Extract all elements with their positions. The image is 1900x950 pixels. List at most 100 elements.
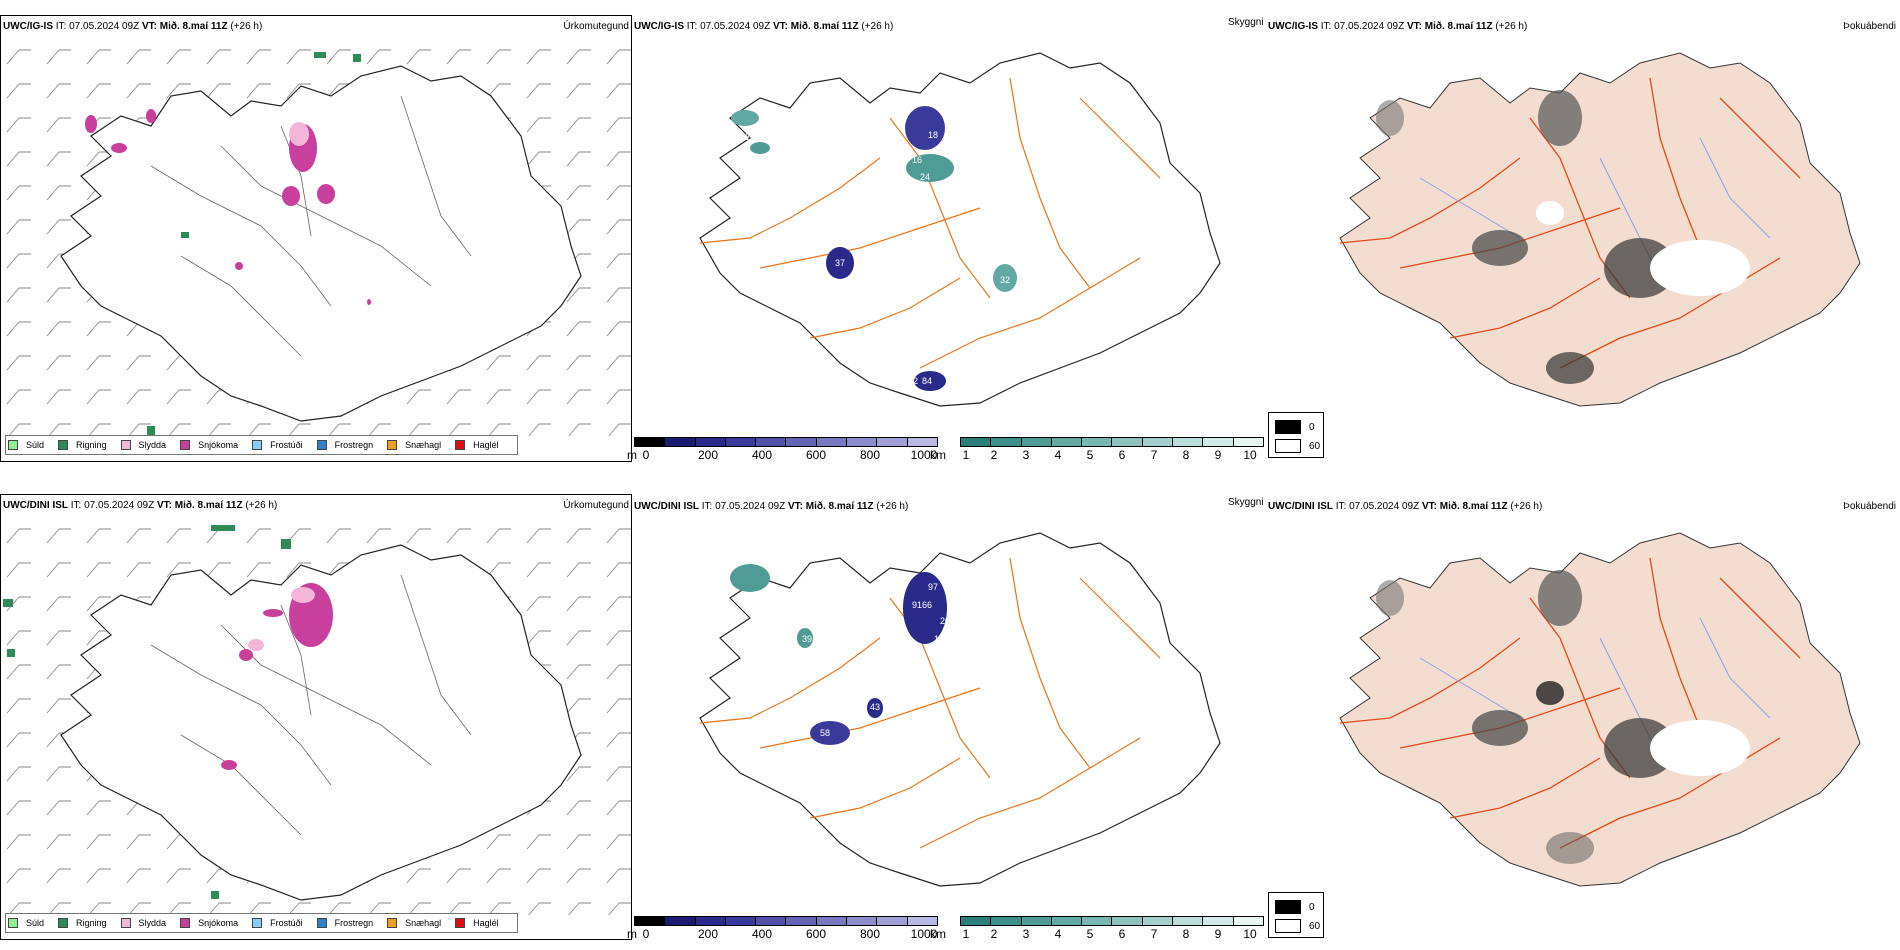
tick: 4: [1054, 927, 1062, 941]
legend-item: Súld: [8, 440, 44, 450]
panel-title: Úrkomutegund: [563, 21, 629, 32]
legend-label: Súld: [26, 440, 45, 450]
vis-value: 32: [1000, 275, 1010, 285]
legend-item: Slydda: [120, 918, 166, 928]
legend-label: Snjókoma: [198, 440, 239, 450]
tick: 600: [805, 448, 827, 462]
swatch: [455, 918, 466, 928]
swatch: [316, 440, 327, 450]
fog-panel-title: Þokuábendi: [1843, 501, 1896, 512]
legend-item: Slydda: [120, 440, 166, 450]
swatch: [58, 440, 69, 450]
model-name: UWC/IG-IS: [1268, 21, 1318, 32]
swatch: [316, 918, 327, 928]
vis-km-colorbar: km 1 2 3 4 5 6 7 8 9 10: [930, 916, 1264, 942]
tick: 8: [1182, 927, 1190, 941]
unit-label: m: [627, 448, 637, 462]
legend-item: Súld: [8, 918, 44, 928]
model-name: UWC/DINI ISL: [3, 500, 68, 511]
tick: 7: [1150, 448, 1158, 462]
swatch: [120, 918, 131, 928]
vis-value: 24: [920, 172, 930, 182]
vis-values: 97 9166 203 169 39 58 43 90: [802, 582, 955, 872]
tick: 3: [1022, 448, 1030, 462]
sleet-areas: [248, 587, 315, 651]
legend-label: Haglél: [473, 918, 499, 928]
vis-value: 58: [820, 728, 830, 738]
legend-label: Rigning: [76, 440, 107, 450]
vis-value: 43: [870, 702, 880, 712]
fog-shading: [1376, 570, 1750, 864]
legend-label: 0: [1309, 901, 1315, 913]
it-value: 07.05.2024 09Z: [1334, 21, 1405, 32]
vt-value: Mið. 8.maí 11Z: [174, 500, 243, 511]
unit-label: km: [930, 448, 946, 462]
swatch: [180, 440, 191, 450]
model-name: UWC/IG-IS: [3, 21, 53, 32]
fog-legend-item: 60: [1275, 919, 1320, 933]
swatch: [252, 440, 263, 450]
it-value: 07.05.2024 09Z: [715, 501, 786, 512]
colorbar-ticks: m 0 200 400 600 800 1000: [627, 447, 938, 462]
swatch: [120, 440, 131, 450]
swatch: [455, 440, 466, 450]
it-value: 07.05.2024 09Z: [1349, 501, 1420, 512]
iceland-outline: [1339, 52, 1861, 407]
legend-label: Súld: [26, 918, 45, 928]
vt-value: Mið. 8.maí 11Z: [159, 21, 228, 32]
tick: 1000: [910, 927, 938, 941]
panel-header: UWC/DINI ISL IT: 07.05.2024 09Z VT: Mið.…: [3, 500, 277, 511]
tick: 200: [697, 448, 719, 462]
it-label: IT:: [55, 21, 67, 32]
fog-legend-item: 0: [1275, 900, 1315, 914]
legend-item: Frostúði: [252, 918, 303, 928]
it-label: IT:: [701, 501, 713, 512]
vis-value: 18: [928, 130, 938, 140]
vis-value: 90: [910, 862, 920, 872]
precip-map: [1, 36, 631, 436]
legend-label: Frostregn: [334, 918, 374, 928]
legend-label: Rigning: [76, 918, 107, 928]
lead-time: (+26 h): [1510, 501, 1543, 512]
legend-item: Haglél: [455, 918, 499, 928]
lead-time: (+26 h): [245, 500, 278, 511]
legend-item: Frostúði: [252, 440, 303, 450]
rain-areas: [3, 525, 291, 899]
roads: [150, 95, 472, 357]
precip-type-panel-bottom: UWC/DINI ISL IT: 07.05.2024 09Z VT: Mið.…: [0, 494, 632, 940]
fog-panel-title: Þokuábendi: [1843, 21, 1896, 32]
legend-label: Snjókoma: [198, 918, 239, 928]
swatch: [1275, 420, 1301, 434]
vis-panel-header: UWC/IG-IS IT: 07.05.2024 09Z VT: Mið. 8.…: [634, 21, 893, 32]
tick: 5: [1086, 927, 1094, 941]
vis-km-colorbar: km 1 2 3 4 5 6 7 8 9 10: [930, 437, 1264, 463]
vis-value: 82: [908, 376, 918, 386]
iceland-outline: [60, 65, 582, 422]
legend-item: Rigning: [58, 440, 107, 450]
tick: 6: [1118, 927, 1126, 941]
tick: 4: [1054, 448, 1062, 462]
model-name: UWC/DINI ISL: [1268, 501, 1333, 512]
fog-index-legend: 0 60: [1268, 892, 1324, 938]
tick: 800: [859, 448, 881, 462]
tick: 800: [859, 927, 881, 941]
visibility-map: 97 9166 203 169 39 58 43 90: [699, 532, 1221, 887]
tick: 400: [751, 448, 773, 462]
tick: 0: [642, 448, 650, 462]
legend-label: Frostúði: [270, 440, 303, 450]
legend-label: Haglél: [473, 440, 499, 450]
colorbar-swatches: [634, 916, 938, 926]
fog-index-map: [1339, 532, 1861, 887]
swatch: [58, 918, 69, 928]
swatch: [180, 918, 191, 928]
lead-time: (+26 h): [876, 501, 909, 512]
legend-item: Snjókoma: [180, 440, 238, 450]
legend-label: 60: [1309, 920, 1321, 932]
legend-item: Rigning: [58, 918, 107, 928]
it-label: IT:: [70, 500, 82, 511]
sleet-areas: [289, 122, 309, 146]
vis-values: 18 16 24 22 84 82 37 32 72: [740, 130, 1010, 386]
vis-panel-title: Skyggni: [1228, 17, 1264, 28]
vis-m-colorbar: m 0 200 400 600 800 1000: [627, 437, 938, 463]
vt-label: VT:: [772, 21, 788, 32]
